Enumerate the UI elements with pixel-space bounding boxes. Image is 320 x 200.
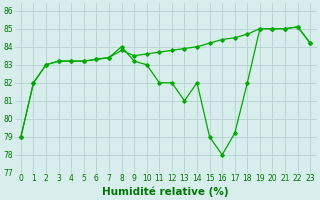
- X-axis label: Humidité relative (%): Humidité relative (%): [102, 186, 229, 197]
